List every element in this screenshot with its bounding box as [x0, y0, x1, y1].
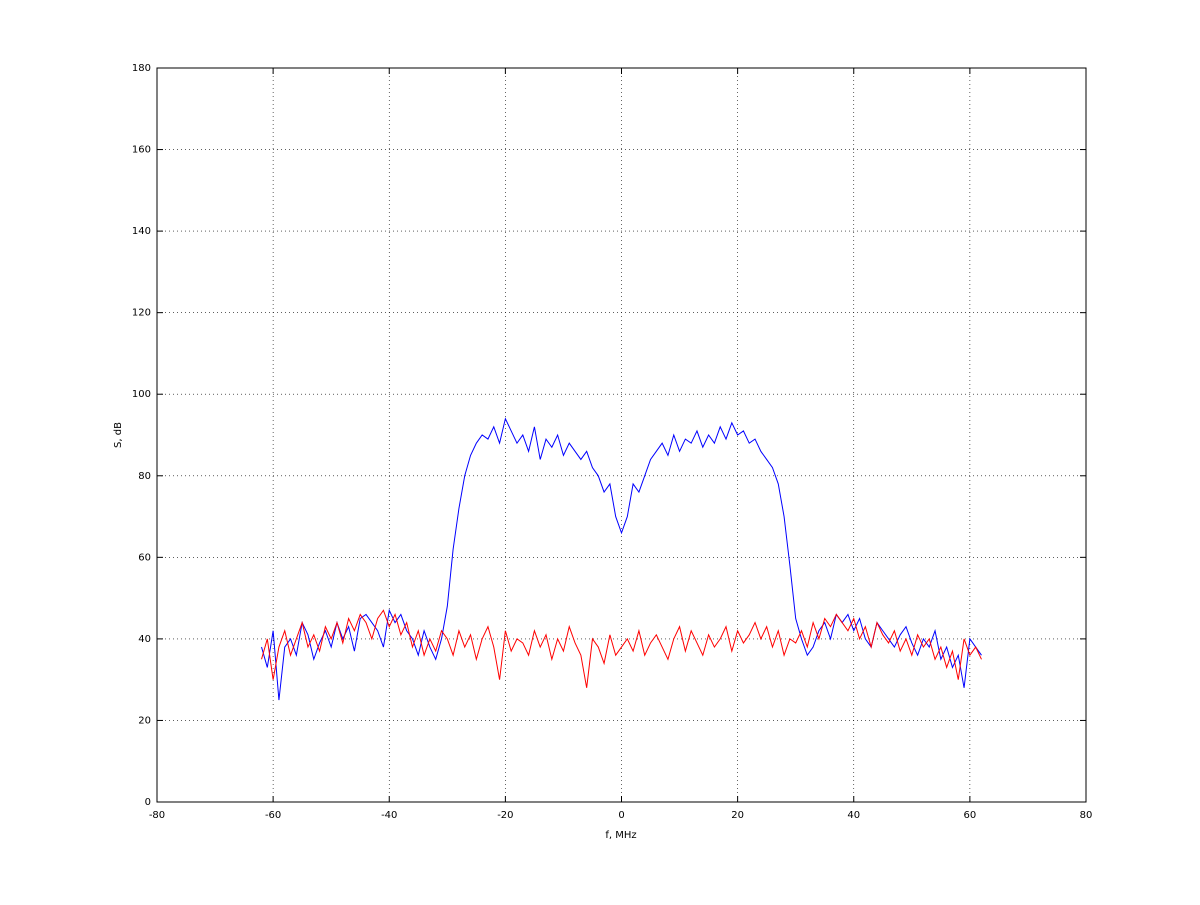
- x-tick-label: -80: [149, 810, 165, 821]
- x-tick-label: 0: [618, 810, 624, 821]
- x-tick-label: 60: [964, 810, 977, 821]
- y-tick-label: 140: [132, 226, 151, 237]
- y-tick-label: 20: [138, 715, 151, 726]
- x-tick-label: 40: [847, 810, 860, 821]
- plot-frame: [156, 67, 1087, 803]
- y-tick-label: 60: [138, 552, 151, 563]
- x-tick-label: 80: [1080, 810, 1093, 821]
- y-tick-label: 120: [132, 308, 151, 319]
- x-tick-label: -20: [497, 810, 513, 821]
- data-line: [261, 609, 982, 688]
- y-tick-label: 0: [145, 797, 151, 808]
- x-axis-label: f, MHz: [605, 830, 636, 841]
- y-tick-label: 100: [132, 389, 151, 400]
- x-tick-label: -60: [265, 810, 281, 821]
- y-axis-label: S, dB: [113, 422, 124, 448]
- y-tick-label: 180: [132, 63, 151, 74]
- data-line: [261, 417, 982, 701]
- y-tick-label: 80: [138, 471, 151, 482]
- y-tick-label: 160: [132, 145, 151, 156]
- y-tick-label: 40: [138, 634, 151, 645]
- x-tick-label: -40: [381, 810, 397, 821]
- x-tick-label: 20: [731, 810, 744, 821]
